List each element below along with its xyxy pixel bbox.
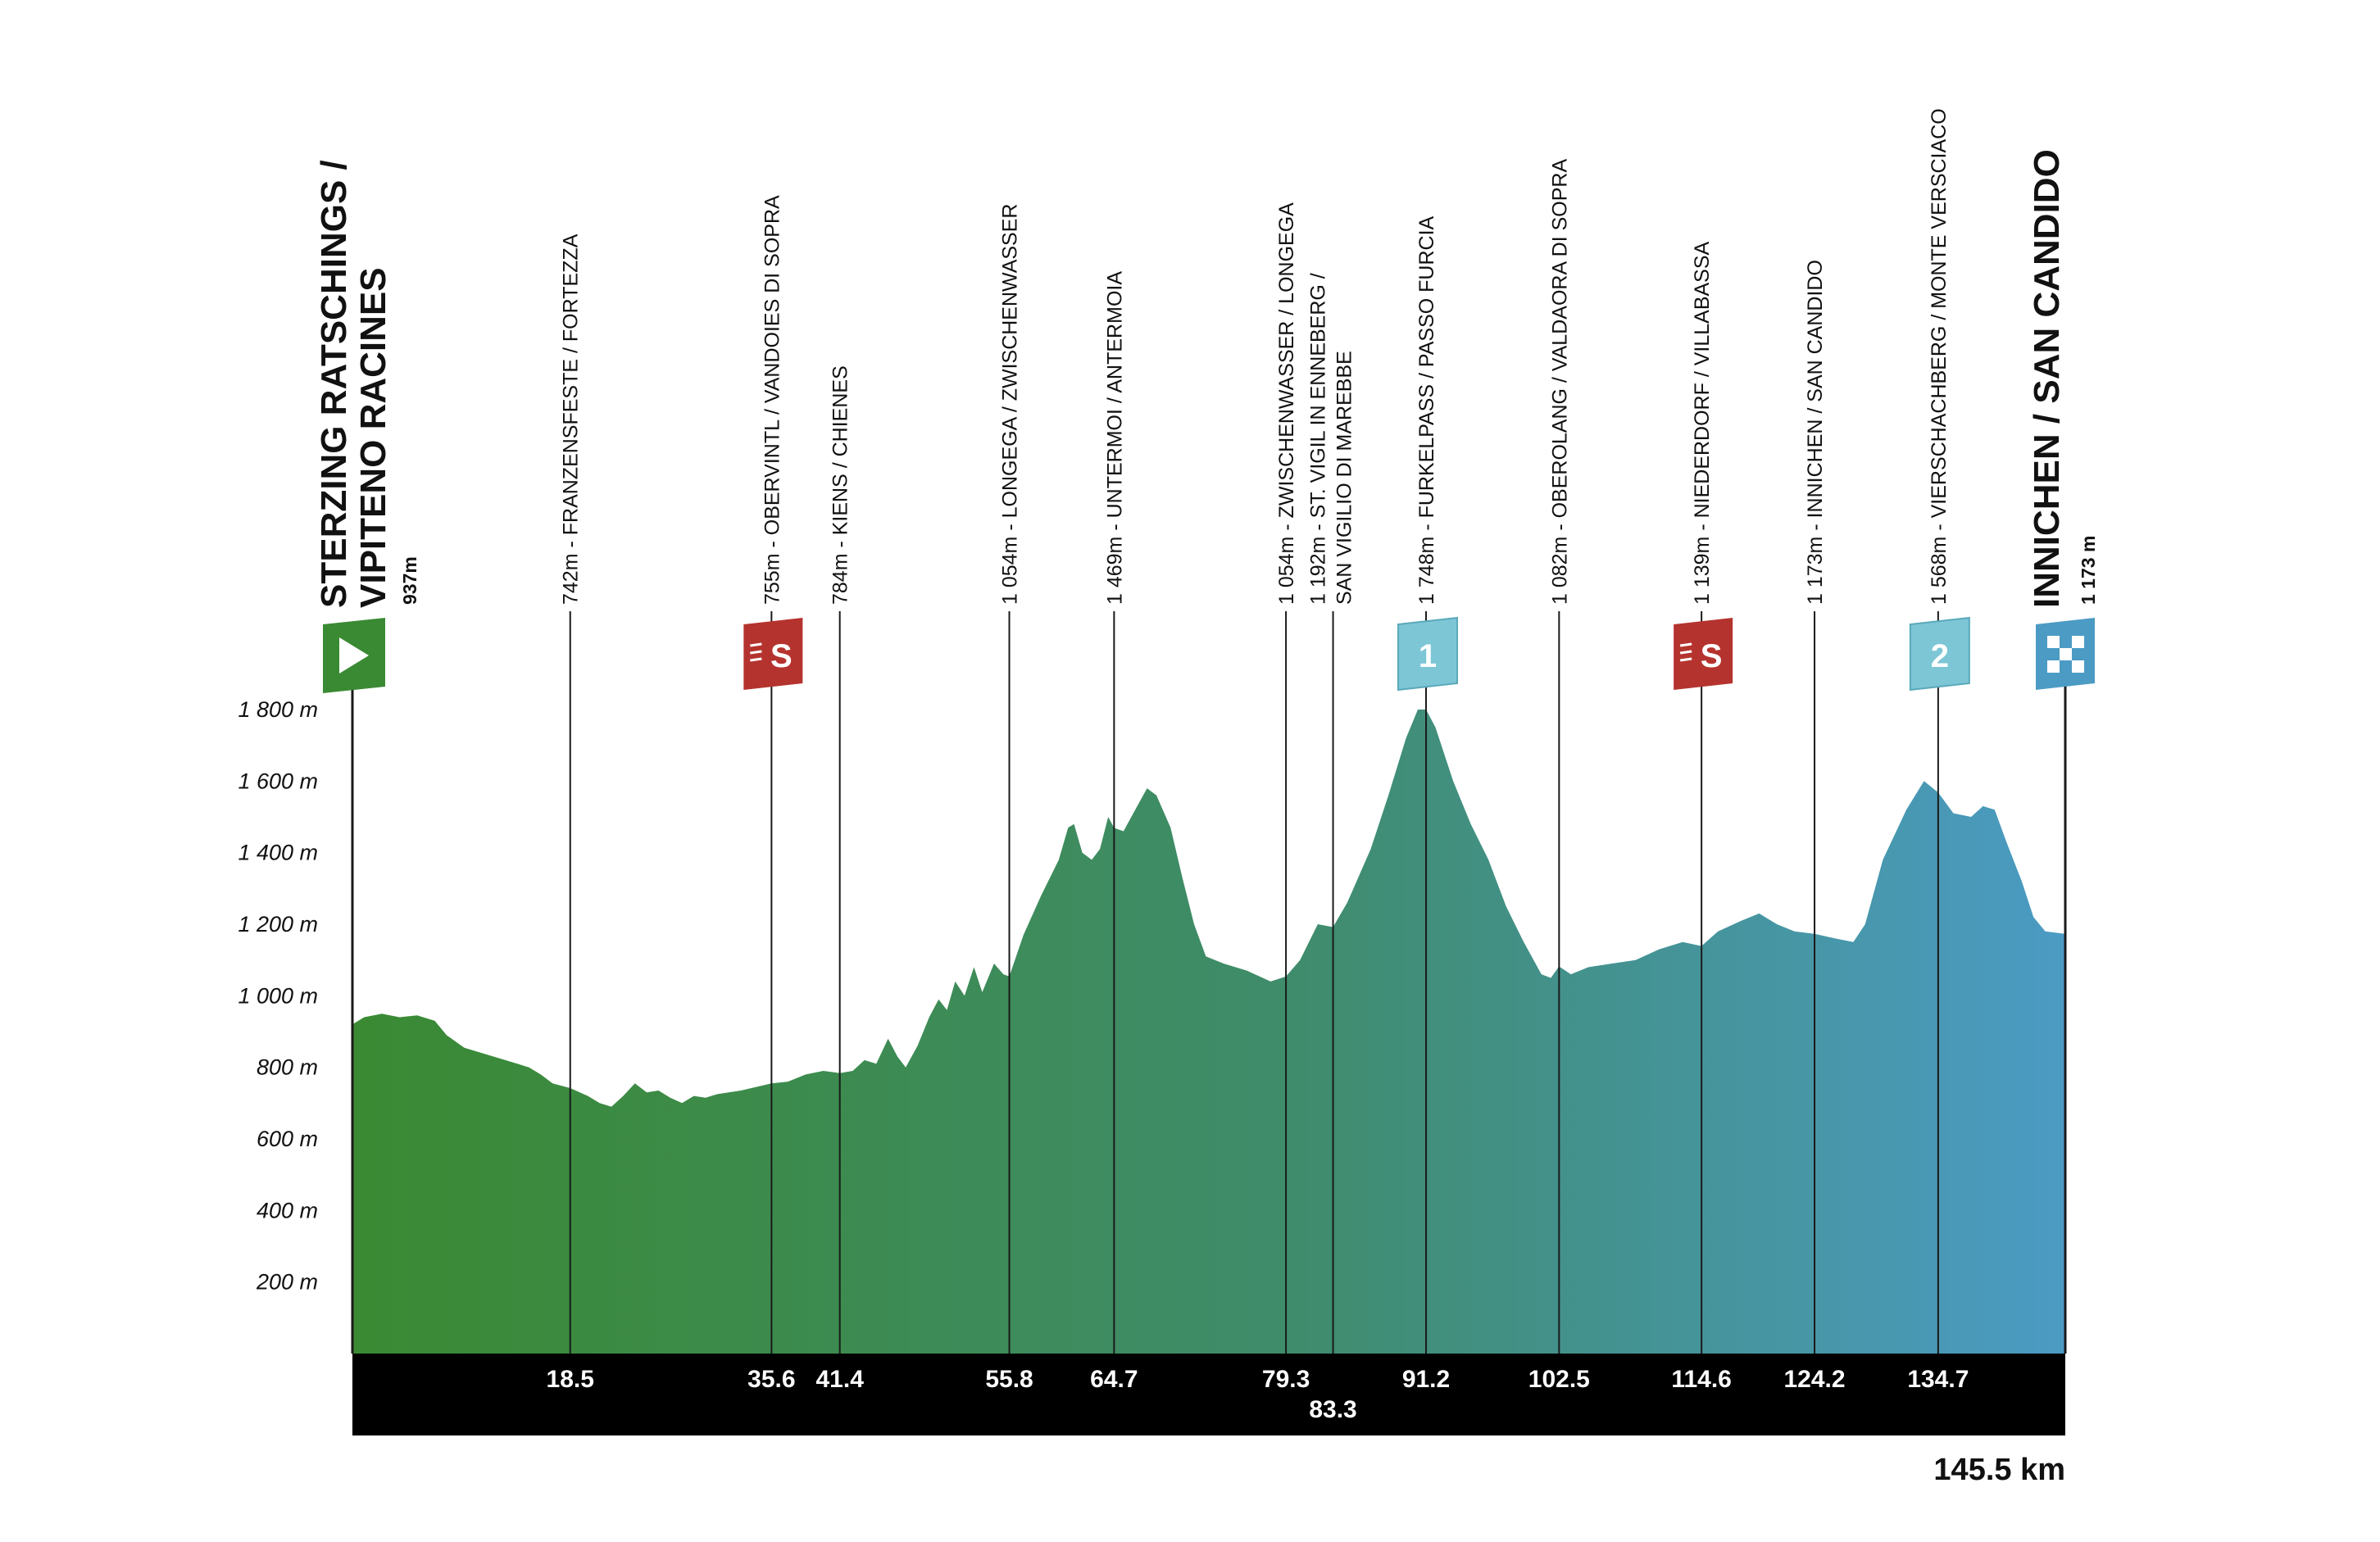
sprint-speed-line: [750, 650, 762, 655]
total-distance-label: 145.5 km: [1933, 1453, 2065, 1487]
km-label: 41.4: [815, 1366, 864, 1393]
climb-category-1-icon: 1: [1397, 616, 1459, 692]
waypoint-lines-layer: [569, 611, 1939, 1354]
start-altitude: 937m: [399, 556, 420, 605]
waypoint-label: 1 139m - NIEDERDORF / VILLABASSA: [1691, 241, 1714, 605]
y-tick-label: 1 600 m: [238, 769, 318, 793]
sprint-flag-shape: [743, 618, 803, 690]
sprint-speed-line: [1679, 650, 1692, 655]
y-tick-label: 1 200 m: [238, 912, 318, 937]
waypoint-label: 1 173m - INNICHEN / SAN CANDIDO: [1804, 260, 1827, 605]
sprint-speed-line: [750, 642, 762, 647]
climb-category-2-icon: 2: [1909, 616, 1970, 692]
km-label: 102.5: [1528, 1366, 1590, 1393]
km-label: 124.2: [1784, 1366, 1846, 1393]
km-label: 114.6: [1671, 1366, 1731, 1393]
sprint-letter: S: [1701, 638, 1723, 674]
sprint-speed-line: [1679, 657, 1692, 662]
finish-checkered-flag-icon: [2036, 618, 2095, 690]
waypoint-label-line2: SAN VIGILIO DI MAREBBE: [1333, 351, 1356, 605]
y-tick-label: 1 800 m: [238, 697, 318, 722]
y-tick-label: 200 m: [256, 1270, 318, 1295]
y-tick-label: 600 m: [257, 1127, 318, 1151]
km-label: 64.7: [1090, 1366, 1138, 1393]
checker-square: [2047, 660, 2060, 673]
waypoint-label: 1 568m - VIERSCHACHBERG / MONTE VERSCIAC…: [1928, 108, 1951, 605]
y-tick-label: 1 400 m: [238, 841, 318, 865]
start-play-triangle: [339, 637, 369, 673]
finish-title: INNICHEN / SAN CANDIDO: [2027, 149, 2067, 608]
checker-square: [2047, 636, 2060, 648]
checker-square: [2072, 636, 2084, 648]
climb-flag-shape: [1397, 616, 1459, 692]
waypoint-label: 1 054m - LONGEGA / ZWISCHENWASSER: [999, 204, 1022, 605]
km-labels-layer: 18.5 35.6 41.4 55.8 64.7 79.3 83.3 91.2 102.5 114…: [547, 1366, 1969, 1423]
start-title-line: STERZING RATSCHINGS /: [314, 160, 354, 608]
checker-square: [2072, 660, 2084, 673]
waypoint-label: 1 054m - ZWISCHENWASSER / LONGEGA: [1275, 202, 1298, 605]
km-label: 79.3: [1262, 1366, 1310, 1393]
km-label: 55.8: [985, 1366, 1033, 1393]
y-axis-ticks-layer: 200 m 400 m 600 m 800 m 1 000 m 1 200 m 1 400 …: [238, 697, 318, 1295]
start-finish-layer: STERZING RATSCHINGS / VIPITENO RACINES 937…: [314, 149, 2099, 1354]
km-label: 134.7: [1907, 1366, 1969, 1393]
checker-square: [2060, 648, 2072, 660]
sprint-flag-shape: [1674, 618, 1733, 690]
waypoint-label: 755m - OBERVINTL / VANDOIES DI SOPRA: [761, 195, 783, 605]
climb-flag-shape: [1909, 616, 1970, 692]
waypoint-label: 1 192m - ST. VIGIL IN ENNEBERG /: [1307, 273, 1330, 605]
waypoint-label: 1 082m - OBEROLANG / VALDAORA DI SOPRA: [1548, 159, 1571, 605]
waypoint-label: 1 469m - UNTERMOI / ANTERMOIA: [1103, 271, 1126, 605]
climb-category-number: 2: [1931, 638, 1949, 674]
elevation-area: [352, 710, 2065, 1354]
waypoint-label: 784m - KIENS / CHIENES: [829, 365, 852, 605]
markers-layer: S 1 S 2: [743, 616, 1970, 692]
profile-area-layer: [352, 710, 2065, 1354]
sprint-letter: S: [770, 638, 793, 674]
km-label: 91.2: [1402, 1366, 1450, 1393]
km-label: 35.6: [747, 1366, 795, 1393]
km-label: 83.3: [1309, 1396, 1356, 1423]
y-tick-label: 1 000 m: [238, 983, 318, 1008]
start-flag-icon: [323, 618, 385, 693]
km-baseline-band: [352, 1354, 2065, 1435]
sprint-speed-line: [1679, 642, 1692, 647]
sprint-icon: S: [743, 618, 803, 690]
y-tick-label: 800 m: [257, 1055, 318, 1080]
y-tick-label: 400 m: [257, 1198, 318, 1222]
km-label: 18.5: [547, 1366, 594, 1393]
waypoint-label: 742m - FRANZENSFESTE / FORTEZZA: [560, 234, 583, 605]
sprint-icon: S: [1674, 618, 1733, 690]
finish-altitude: 1 173 m: [2078, 536, 2099, 605]
baseline-band-layer: [352, 1354, 2065, 1435]
start-title-line: VIPITENO RACINES: [353, 267, 393, 608]
waypoint-labels-layer: 742m - FRANZENSFESTE / FORTEZZA 755m - OB…: [560, 108, 1951, 605]
sprint-speed-line: [750, 657, 762, 662]
climb-category-number: 1: [1419, 638, 1437, 674]
waypoint-label: 1 748m - FURKELPASS / PASSO FURCIA: [1415, 215, 1438, 605]
